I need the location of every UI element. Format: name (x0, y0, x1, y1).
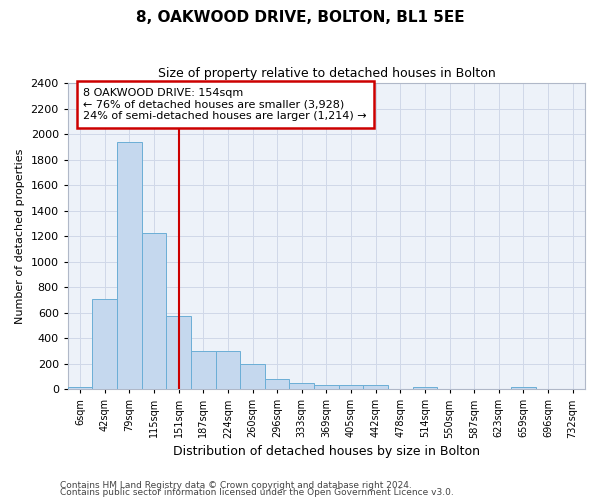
Bar (191, 351, 215, 389)
Text: 8 OAKWOOD DRIVE: 154sqm
← 76% of detached houses are smaller (3,928)
24% of semi: 8 OAKWOOD DRIVE: 154sqm ← 76% of detache… (83, 88, 367, 121)
Text: Contains HM Land Registry data © Crown copyright and database right 2024.: Contains HM Land Registry data © Crown c… (60, 480, 412, 490)
Bar (314, 384, 339, 389)
Bar (240, 364, 265, 389)
Bar (388, 388, 413, 389)
Title: Size of property relative to detached houses in Bolton: Size of property relative to detached ho… (158, 68, 495, 80)
Bar (166, 316, 191, 389)
Text: Contains public sector information licensed under the Open Government Licence v3: Contains public sector information licen… (60, 488, 454, 497)
Y-axis label: Number of detached properties: Number of detached properties (15, 148, 25, 324)
Bar (92, 299, 117, 389)
Bar (364, 386, 388, 389)
Bar (289, 383, 314, 389)
Bar (265, 379, 289, 389)
Text: 8, OAKWOOD DRIVE, BOLTON, BL1 5EE: 8, OAKWOOD DRIVE, BOLTON, BL1 5EE (136, 10, 464, 25)
Bar (215, 351, 240, 389)
Bar (511, 388, 536, 389)
Bar (339, 384, 364, 389)
X-axis label: Distribution of detached houses by size in Bolton: Distribution of detached houses by size … (173, 444, 480, 458)
Bar (68, 387, 92, 389)
Bar (413, 387, 437, 389)
Bar (142, 233, 166, 389)
Bar (117, 142, 142, 389)
